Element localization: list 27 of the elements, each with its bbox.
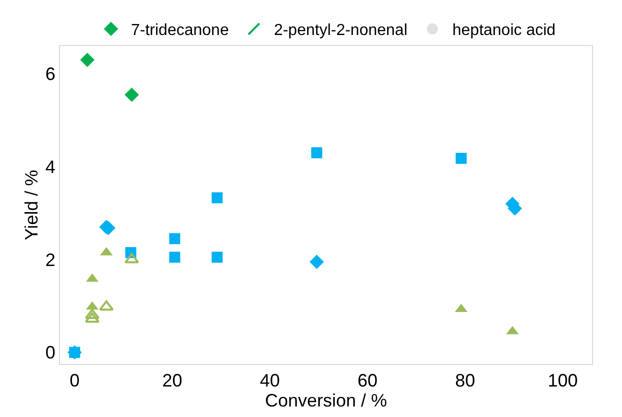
point bbox=[212, 192, 223, 204]
x-tick-label: 40 bbox=[260, 370, 280, 391]
x-axis-title: Conversion / % bbox=[264, 390, 388, 411]
point bbox=[80, 52, 94, 68]
legend-label: heptanoic acid bbox=[452, 22, 556, 40]
x-tick-label: 60 bbox=[357, 370, 378, 391]
point bbox=[456, 152, 467, 164]
point bbox=[84, 308, 100, 320]
x-tick-label: 100 bbox=[548, 370, 578, 391]
point bbox=[84, 312, 100, 323]
y-tick-label: 4 bbox=[45, 157, 56, 177]
y-tick-label: 6 bbox=[45, 64, 56, 84]
x-tick-label: 0 bbox=[70, 370, 80, 391]
x-tick-label: 20 bbox=[162, 370, 182, 391]
legend-label: 2-pentyl-2-nonenal bbox=[274, 22, 408, 40]
point bbox=[124, 88, 139, 102]
point bbox=[310, 254, 324, 270]
point bbox=[169, 233, 180, 244]
legend-label: 7-tridecanone bbox=[131, 22, 229, 40]
point bbox=[212, 252, 223, 263]
point bbox=[99, 300, 114, 311]
point bbox=[169, 252, 180, 263]
point bbox=[311, 147, 322, 158]
x-tick-label: 80 bbox=[455, 370, 476, 391]
y-tick-label: 2 bbox=[45, 250, 56, 270]
y-axis-title: Yield / % bbox=[22, 170, 42, 240]
y-tick-label: 0 bbox=[45, 342, 56, 363]
